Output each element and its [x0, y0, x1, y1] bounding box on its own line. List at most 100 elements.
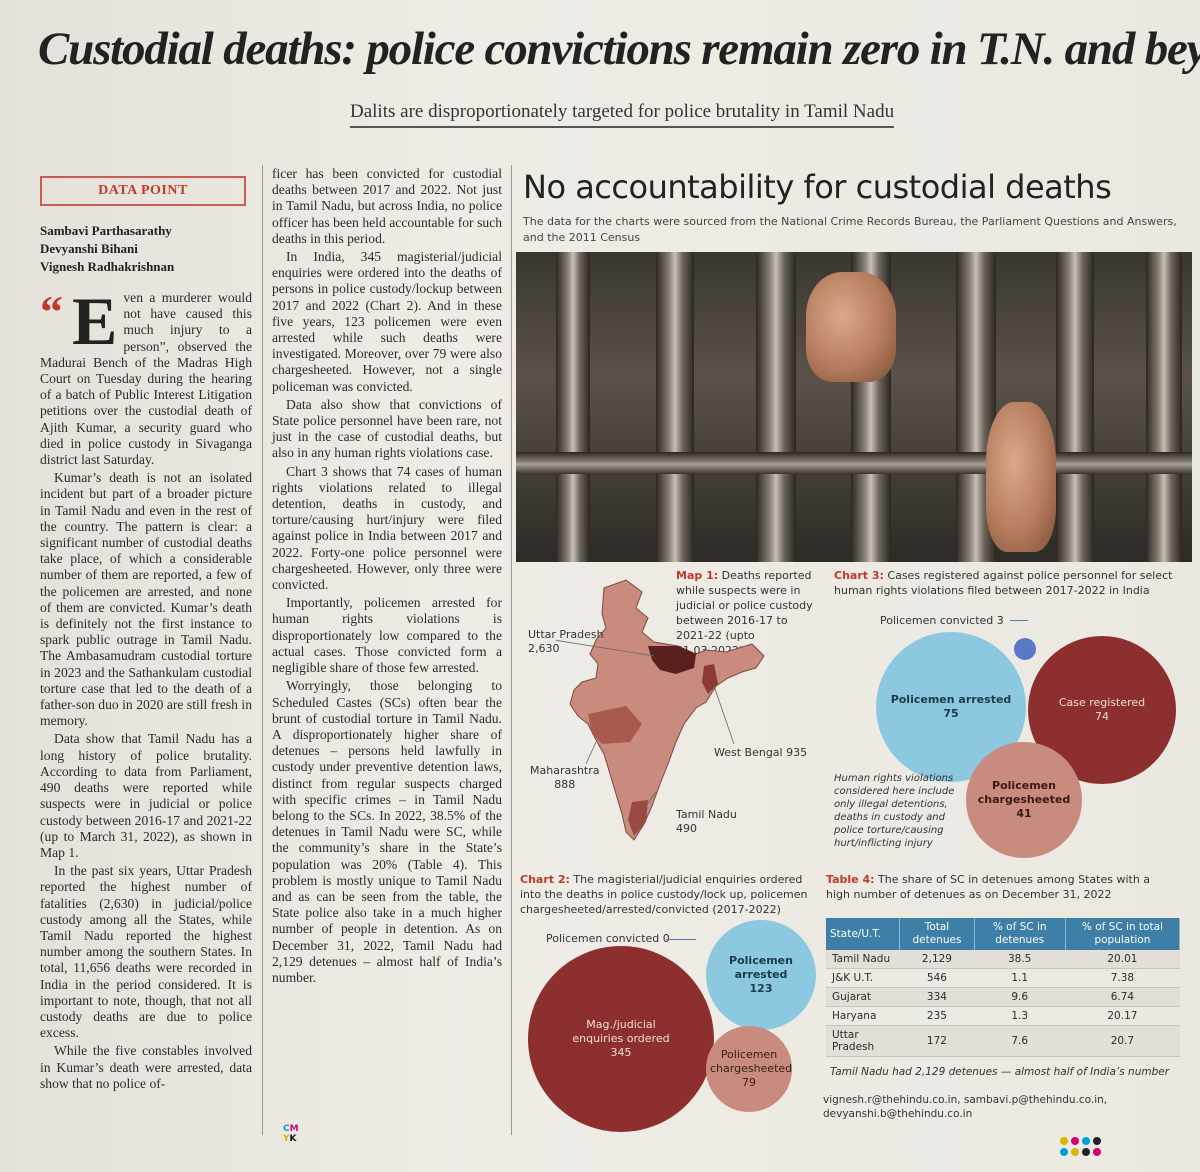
bubble-value: 79 — [742, 1076, 756, 1089]
map-label-value: 490 — [676, 822, 697, 835]
table-cell: 172 — [899, 1025, 975, 1057]
chart3-caption-text: Cases registered against police personne… — [834, 569, 1173, 597]
table-cell: Haryana — [826, 1006, 900, 1026]
cmyk-letter: K — [289, 1134, 297, 1144]
table-cell: 334 — [899, 987, 975, 1007]
table-cell: Uttar Pradesh — [826, 1025, 900, 1057]
table-cell: 38.5 — [974, 950, 1066, 969]
table-cell: 7.6 — [974, 1025, 1066, 1057]
dot-icon — [1082, 1137, 1090, 1145]
bubble-value: 74 — [1095, 710, 1109, 723]
subheadline: Dalits are disproportionately targeted f… — [350, 101, 895, 128]
maharashtra-region — [588, 706, 642, 744]
color-registration-dots — [1060, 1137, 1101, 1156]
dot-icon — [1071, 1137, 1079, 1145]
dot-icon — [1060, 1137, 1068, 1145]
chart2-caption: Chart 2: The magisterial/judicial enquir… — [520, 872, 816, 917]
table-cell: 9.6 — [974, 987, 1066, 1007]
quote-mark-icon: “ — [40, 286, 63, 337]
india-outline — [569, 579, 765, 841]
hand-graphic — [986, 402, 1056, 552]
article-column-2: ficer has been convicted for custodial d… — [272, 166, 502, 988]
map-label-state: Tamil Nadu — [676, 808, 737, 821]
infographic-title: No accountability for custodial deaths — [523, 168, 1112, 206]
leader-line — [556, 639, 655, 657]
bubble-value: 41 — [1016, 807, 1032, 820]
table-cell: Gujarat — [826, 987, 900, 1007]
chart2-bubble-chargesheeted: Policemen chargesheeted 79 — [706, 1026, 792, 1112]
table4: State/U.T. Total detenues % of SC in det… — [826, 918, 1181, 1057]
map-label-value: 935 — [786, 746, 808, 759]
author-emails: vignesh.r@thehindu.co.in, sambavi.p@theh… — [823, 1094, 1108, 1120]
map-label-state: West Bengal — [714, 746, 783, 759]
map1-caption: Map 1: Deaths reported while suspects we… — [676, 568, 822, 658]
table-cell: Tamil Nadu — [826, 950, 900, 969]
bar-graphic — [1146, 252, 1182, 562]
chart2-bubble-enquiries: Mag./judicial enquiries ordered 345 — [528, 946, 714, 1132]
map1-caption-text: Deaths reported while suspects were in j… — [676, 569, 813, 657]
chart3-bubble-convicted — [1014, 638, 1036, 660]
table4-caption-label: Table 4: — [826, 873, 875, 886]
dot-icon — [1093, 1137, 1101, 1145]
dot-icon — [1093, 1148, 1101, 1156]
table-row: Gujarat 334 9.6 6.74 — [826, 987, 1180, 1007]
table-header-row: State/U.T. Total detenues % of SC in det… — [826, 918, 1181, 950]
map-label-value: 888 — [554, 778, 576, 791]
paragraph: In India, 345 magisterial/judicial enqui… — [272, 249, 502, 394]
leader-line — [713, 685, 735, 745]
bubble-label: Policemen chargesheeted — [977, 779, 1071, 806]
bubble-value: 75 — [943, 707, 959, 720]
table-cell: J&K U.T. — [826, 968, 900, 988]
prison-bars-photo — [516, 252, 1192, 562]
paragraph: Importantly, policemen arrested for huma… — [272, 595, 502, 676]
leader-line — [666, 939, 696, 940]
cmyk-letter: Y — [283, 1134, 290, 1144]
chart2-bubble-arrested: Policemen arrested 123 — [706, 920, 816, 1030]
leader-line — [639, 791, 657, 815]
paragraph: Data also show that convictions of State… — [272, 396, 502, 461]
lead-paragraph: “ E ven a murderer would not have caused… — [40, 286, 252, 468]
map-label-value: 2,630 — [528, 642, 560, 655]
map-label-up: Uttar Pradesh 2,630 — [528, 628, 604, 656]
table-cell: 235 — [899, 1006, 975, 1026]
paragraph: In the past six years, Uttar Pradesh rep… — [40, 863, 252, 1041]
table-cell: 546 — [899, 968, 975, 988]
chart3-caption-label: Chart 3: — [834, 569, 884, 582]
paragraph: While the five constables involved in Ku… — [40, 1043, 252, 1091]
dot-icon — [1082, 1148, 1090, 1156]
table-header: % of SC in total population — [1065, 918, 1181, 950]
chart3-note: Human rights violations considered here … — [834, 773, 955, 849]
chart2-caption-text: The magisterial/judicial enquiries order… — [520, 873, 808, 916]
uttar-pradesh-region — [648, 646, 696, 674]
dot-icon — [1060, 1148, 1068, 1156]
author-name: Vignesh Radhakrishnan — [40, 259, 175, 274]
data-point-tag: DATA POINT — [40, 176, 246, 206]
bar-graphic — [756, 252, 796, 562]
column-divider — [262, 165, 263, 1135]
table-cell: 20.01 — [1065, 950, 1180, 969]
table4-note: Tamil Nadu had 2,129 detenues — almost h… — [830, 1066, 1170, 1078]
paragraph: Worryingly, those belonging to Scheduled… — [272, 678, 502, 985]
chart3-caption: Chart 3: Cases registered against police… — [834, 568, 1174, 598]
cmyk-register-mark: CM YK — [283, 1124, 299, 1144]
india-map — [556, 579, 765, 841]
table-cell: 20.17 — [1065, 1006, 1180, 1026]
table-cell: 6.74 — [1065, 987, 1180, 1007]
bubble-value: 123 — [749, 982, 773, 995]
table-cell: 7.38 — [1065, 968, 1180, 988]
bubble-value: 345 — [610, 1046, 632, 1059]
bubble-label: Policemen arrested — [890, 693, 1012, 706]
cmyk-letter: C — [283, 1124, 290, 1134]
crossbar-graphic — [516, 452, 1192, 474]
tamil-nadu-region — [628, 800, 648, 836]
table-cell: 20.7 — [1065, 1025, 1180, 1057]
table4-caption: Table 4: The share of SC in detenues amo… — [826, 872, 1176, 902]
table-header: Total detenues — [899, 918, 975, 950]
leader-line — [1010, 620, 1028, 621]
chart2-caption-label: Chart 2: — [520, 873, 570, 886]
map-label-state: Maharashtra — [530, 764, 600, 777]
article-column-1: “ E ven a murderer would not have caused… — [40, 286, 252, 1094]
map-label-state: Uttar Pradesh — [528, 628, 604, 641]
table-row: Haryana 235 1.3 20.17 — [826, 1006, 1180, 1026]
